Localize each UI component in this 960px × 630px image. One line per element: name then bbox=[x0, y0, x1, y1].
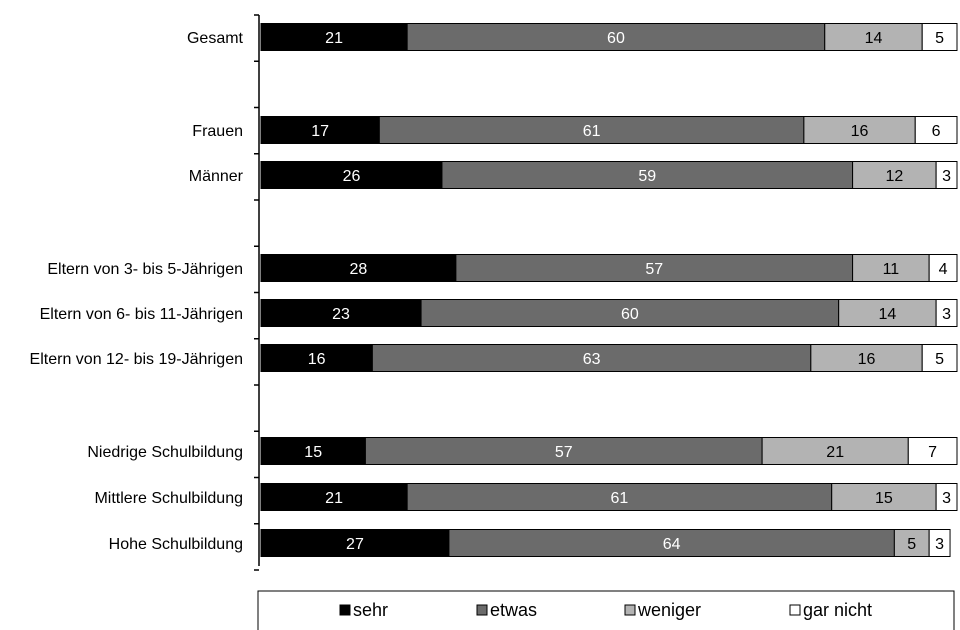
data-label-etwas-maenner: 59 bbox=[638, 168, 656, 185]
bar-segment-sehr-mittlere-schulbildung bbox=[260, 483, 408, 511]
bar-segment-gar-nicht-maenner bbox=[935, 161, 958, 189]
category-label-hohe-schulbildung: Hohe Schulbildung bbox=[109, 536, 243, 553]
legend-label-sehr: sehr bbox=[353, 600, 388, 620]
data-label-weniger-frauen: 16 bbox=[851, 123, 869, 140]
bar-segment-sehr-eltern-von-12-bis-19-jaehrigen bbox=[260, 344, 373, 372]
category-label-mittlere-schulbildung: Mittlere Schulbildung bbox=[94, 490, 243, 507]
data-label-sehr-gesamt: 21 bbox=[325, 30, 343, 47]
category-label-eltern-von-3-bis-5-jaehrigen: Eltern von 3- bis 5-Jährigen bbox=[47, 261, 243, 278]
data-label-gar-nicht-eltern-von-12-bis-19-jaehrigen: 5 bbox=[935, 351, 944, 368]
bar-segment-gar-nicht-eltern-von-12-bis-19-jaehrigen bbox=[921, 344, 958, 372]
data-label-sehr-hohe-schulbildung: 27 bbox=[346, 536, 364, 553]
data-label-weniger-maenner: 12 bbox=[885, 168, 903, 185]
category-label-maenner: Männer bbox=[189, 168, 244, 185]
bar-segment-etwas-maenner bbox=[441, 161, 854, 189]
data-label-etwas-hohe-schulbildung: 64 bbox=[663, 536, 681, 553]
data-label-etwas-niedrige-schulbildung: 57 bbox=[555, 444, 573, 461]
data-label-gar-nicht-gesamt: 5 bbox=[935, 30, 944, 47]
data-label-sehr-frauen: 17 bbox=[311, 123, 329, 140]
bar-segment-weniger-maenner bbox=[852, 161, 937, 189]
bar-segment-sehr-niedrige-schulbildung bbox=[260, 437, 366, 465]
legend-label-weniger: weniger bbox=[637, 600, 701, 620]
category-label-eltern-von-6-bis-11-jaehrigen: Eltern von 6- bis 11-Jährigen bbox=[40, 306, 243, 323]
data-label-sehr-eltern-von-3-bis-5-jaehrigen: 28 bbox=[350, 261, 368, 278]
data-label-gar-nicht-eltern-von-6-bis-11-jaehrigen: 3 bbox=[942, 306, 951, 323]
bar-segment-gar-nicht-gesamt bbox=[921, 23, 958, 51]
data-label-sehr-mittlere-schulbildung: 21 bbox=[325, 490, 343, 507]
bar-segment-gar-nicht-eltern-von-6-bis-11-jaehrigen bbox=[935, 299, 958, 327]
legend-label-gar-nicht: gar nicht bbox=[803, 600, 872, 620]
data-label-weniger-niedrige-schulbildung: 21 bbox=[826, 444, 844, 461]
legend-swatch-sehr bbox=[339, 604, 351, 616]
bar-segment-sehr-eltern-von-6-bis-11-jaehrigen bbox=[260, 299, 422, 327]
bar-segment-weniger-gesamt bbox=[824, 23, 923, 51]
data-label-gar-nicht-maenner: 3 bbox=[942, 168, 951, 185]
category-label-niedrige-schulbildung: Niedrige Schulbildung bbox=[87, 444, 243, 461]
data-label-etwas-eltern-von-3-bis-5-jaehrigen: 57 bbox=[645, 261, 663, 278]
data-label-weniger-eltern-von-12-bis-19-jaehrigen: 16 bbox=[858, 351, 876, 368]
data-label-gar-nicht-eltern-von-3-bis-5-jaehrigen: 4 bbox=[939, 261, 948, 278]
bar-segment-weniger-mittlere-schulbildung bbox=[831, 483, 937, 511]
bar-segment-gar-nicht-hohe-schulbildung bbox=[928, 529, 951, 557]
bar-segment-weniger-niedrige-schulbildung bbox=[761, 437, 909, 465]
bar-segment-gar-nicht-eltern-von-3-bis-5-jaehrigen bbox=[928, 254, 958, 282]
data-label-sehr-eltern-von-12-bis-19-jaehrigen: 16 bbox=[308, 351, 326, 368]
legend-swatch-gar-nicht bbox=[789, 604, 801, 616]
bar-segment-gar-nicht-niedrige-schulbildung bbox=[907, 437, 958, 465]
bar-segment-weniger-eltern-von-6-bis-11-jaehrigen bbox=[838, 299, 937, 327]
data-label-sehr-niedrige-schulbildung: 15 bbox=[304, 444, 322, 461]
bar-segment-gar-nicht-frauen bbox=[914, 116, 958, 144]
data-label-gar-nicht-mittlere-schulbildung: 3 bbox=[942, 490, 951, 507]
category-label-eltern-von-12-bis-19-jaehrigen: Eltern von 12- bis 19-Jährigen bbox=[30, 351, 243, 368]
bar-segment-sehr-hohe-schulbildung bbox=[260, 529, 450, 557]
data-label-weniger-hohe-schulbildung: 5 bbox=[907, 536, 916, 553]
data-label-etwas-gesamt: 60 bbox=[607, 30, 625, 47]
legend-swatch-weniger bbox=[624, 604, 636, 616]
data-label-gar-nicht-frauen: 6 bbox=[932, 123, 941, 140]
data-label-weniger-eltern-von-3-bis-5-jaehrigen: 11 bbox=[883, 261, 900, 278]
bar-segment-etwas-eltern-von-6-bis-11-jaehrigen bbox=[420, 299, 840, 327]
data-label-weniger-mittlere-schulbildung: 15 bbox=[875, 490, 893, 507]
data-label-sehr-eltern-von-6-bis-11-jaehrigen: 23 bbox=[332, 306, 350, 323]
legend-swatch-etwas bbox=[476, 604, 488, 616]
data-label-etwas-eltern-von-6-bis-11-jaehrigen: 60 bbox=[621, 306, 639, 323]
data-label-sehr-maenner: 26 bbox=[343, 168, 361, 185]
legend-label-etwas: etwas bbox=[490, 600, 537, 620]
category-label-gesamt: Gesamt bbox=[187, 30, 244, 47]
bar-segment-weniger-frauen bbox=[803, 116, 916, 144]
bar-segment-weniger-eltern-von-12-bis-19-jaehrigen bbox=[810, 344, 923, 372]
data-label-etwas-eltern-von-12-bis-19-jaehrigen: 63 bbox=[583, 351, 601, 368]
data-label-weniger-eltern-von-6-bis-11-jaehrigen: 14 bbox=[879, 306, 897, 323]
data-label-weniger-gesamt: 14 bbox=[865, 30, 883, 47]
bar-segment-gar-nicht-mittlere-schulbildung bbox=[935, 483, 958, 511]
category-label-frauen: Frauen bbox=[192, 123, 243, 140]
data-label-etwas-frauen: 61 bbox=[583, 123, 601, 140]
data-label-gar-nicht-hohe-schulbildung: 3 bbox=[935, 536, 944, 553]
data-label-etwas-mittlere-schulbildung: 61 bbox=[611, 490, 629, 507]
legend-box bbox=[257, 590, 955, 630]
data-label-gar-nicht-niedrige-schulbildung: 7 bbox=[928, 444, 937, 461]
bar-segment-etwas-frauen bbox=[378, 116, 805, 144]
bar-segment-etwas-eltern-von-12-bis-19-jaehrigen bbox=[371, 344, 812, 372]
